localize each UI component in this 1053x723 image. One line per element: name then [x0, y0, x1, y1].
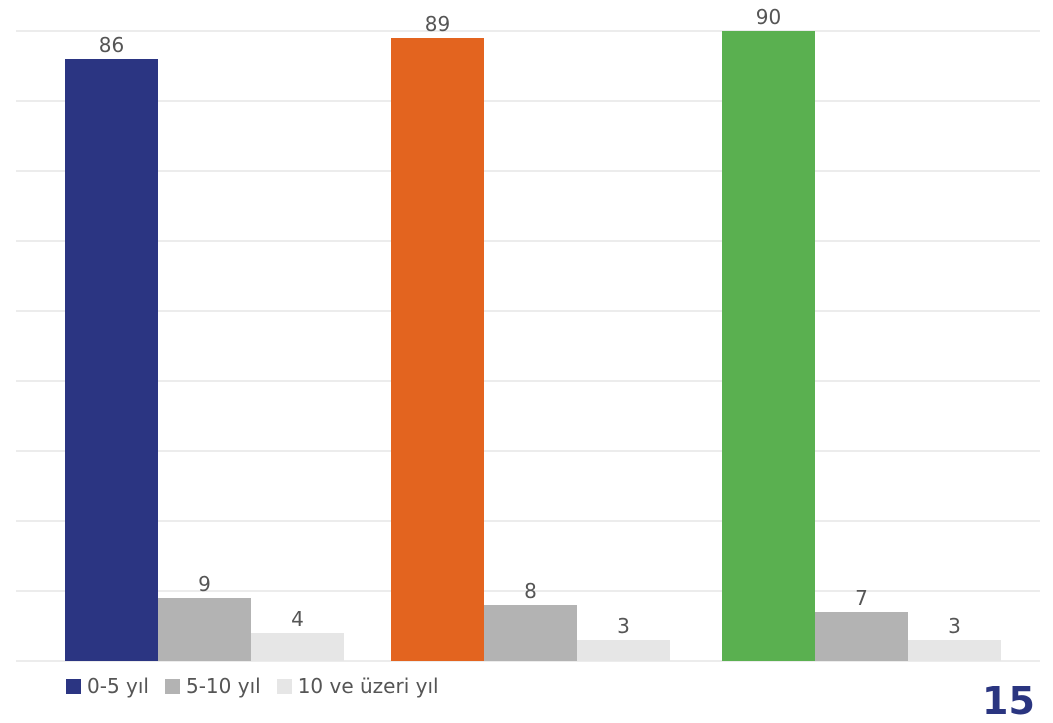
legend-label-10-ve-uzeri-yil: 10 ve üzeri yıl [297, 674, 439, 698]
legend: 0-5 yıl 5-10 yıl 10 ve üzeri yıl [66, 674, 439, 698]
bar-chart: 86 9 4 89 8 3 90 7 3 [16, 5, 1040, 662]
bar-group-1-0-5-yil [65, 59, 158, 661]
data-label-group-1-0-5-yil: 86 [99, 33, 124, 57]
data-label-group-3-5-10-yil: 7 [855, 586, 868, 610]
legend-label-0-5-yil: 0-5 yıl [87, 674, 149, 698]
data-label-group-1-10-ve-uzeri-yil: 4 [291, 607, 304, 631]
bar-group-3-10-ve-uzeri-yil [908, 640, 1001, 661]
bar-group-2-5-10-yil [484, 605, 577, 661]
legend-swatch-10-ve-uzeri-yil [276, 678, 292, 694]
data-label-group-2-5-10-yil: 8 [524, 579, 537, 603]
bar-group-2-0-5-yil [391, 38, 484, 661]
legend-swatch-5-10-yil [164, 678, 180, 694]
legend-item-10-ve-uzeri-yil: 10 ve üzeri yıl [276, 674, 439, 698]
bar-group-1-10-ve-uzeri-yil [251, 633, 344, 661]
page-number: 15 [982, 679, 1035, 723]
legend-swatch-0-5-yil [66, 678, 81, 694]
data-label-group-2-0-5-yil: 89 [425, 12, 450, 36]
data-label-group-3-0-5-yil: 90 [756, 5, 781, 29]
data-label-group-1-5-10-yil: 9 [198, 572, 211, 596]
bar-group-3-5-10-yil [815, 612, 908, 661]
legend-item-5-10-yil: 5-10 yıl [164, 674, 261, 698]
bar-group-1-5-10-yil [158, 598, 251, 661]
legend-item-0-5-yil: 0-5 yıl [66, 674, 149, 698]
chart-area: 86 9 4 89 8 3 90 7 3 [16, 5, 1040, 662]
bar-group-3-0-5-yil [722, 31, 815, 661]
data-label-group-2-10-ve-uzeri-yil: 3 [617, 614, 630, 638]
legend-label-5-10-yil: 5-10 yıl [185, 674, 261, 698]
bar-group-2-10-ve-uzeri-yil [577, 640, 670, 661]
data-label-group-3-10-ve-uzeri-yil: 3 [948, 614, 961, 638]
